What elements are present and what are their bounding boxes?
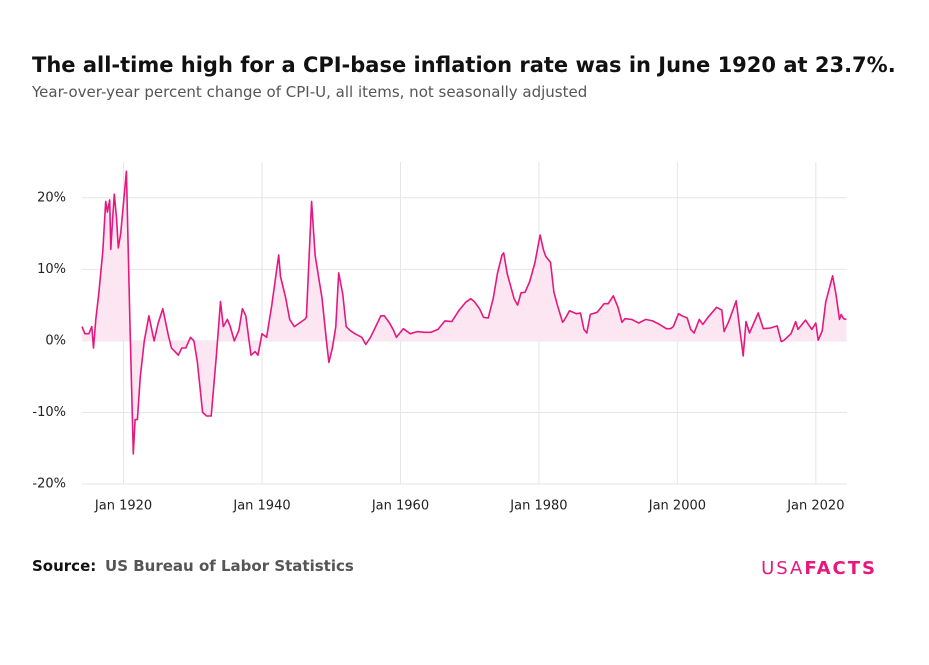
x-tick-label: Jan 1960 bbox=[371, 499, 429, 514]
y-tick-label: -20% bbox=[32, 477, 66, 492]
source-label: Source: bbox=[32, 557, 96, 575]
chart-title: The all-time high for a CPI-base inflati… bbox=[32, 53, 896, 77]
x-tick-label: Jan 1980 bbox=[509, 499, 567, 514]
source: Source: US Bureau of Labor Statistics bbox=[32, 557, 354, 575]
y-tick-label: -10% bbox=[32, 405, 66, 420]
y-tick-label: 10% bbox=[37, 262, 66, 277]
x-tick-label: Jan 2020 bbox=[786, 499, 844, 514]
chart-subtitle: Year-over-year percent change of CPI-U, … bbox=[31, 83, 587, 101]
logo-facts: FACTS bbox=[804, 558, 877, 579]
plot-area: -20% -10% 0% 10% 20% Jan 1920 Jan 1940 Jan 1960… bbox=[32, 162, 847, 514]
logo: USAFACTS bbox=[761, 558, 877, 579]
x-tick-label: Jan 1920 bbox=[94, 499, 152, 514]
line bbox=[81, 170, 847, 455]
x-tick-label: Jan 2000 bbox=[648, 499, 706, 514]
x-tick-label: Jan 1940 bbox=[232, 499, 290, 514]
area bbox=[82, 171, 847, 454]
logo-usa: USA bbox=[761, 558, 804, 579]
y-tick-label: 0% bbox=[45, 333, 66, 348]
source-text: US Bureau of Labor Statistics bbox=[105, 557, 354, 575]
y-tick-label: 20% bbox=[37, 190, 66, 205]
